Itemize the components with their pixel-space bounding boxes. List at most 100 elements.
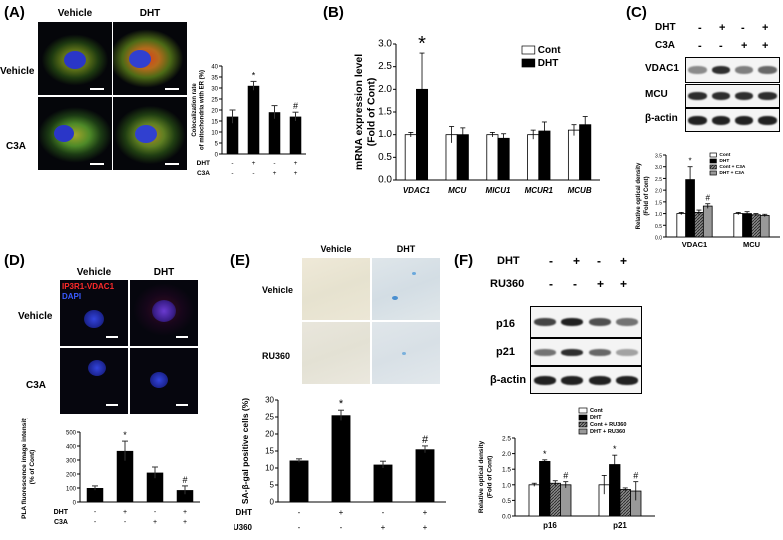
legend-swatch bbox=[709, 158, 717, 164]
panel-d-chart: 0 100 200 300 400 500 - - * + - - + # + + DHT C3A PLA fluo… bbox=[21, 418, 200, 526]
bar bbox=[528, 484, 540, 517]
y-tick-label: 25 bbox=[265, 413, 274, 422]
blot-band bbox=[533, 375, 556, 385]
condition-sign: - bbox=[298, 508, 301, 517]
condition-sign: + bbox=[719, 22, 726, 34]
y-tick-label: 2.0 bbox=[655, 189, 662, 195]
y-tick-label: 15 bbox=[211, 120, 218, 126]
blot-band bbox=[734, 115, 754, 125]
blot-band bbox=[561, 348, 584, 356]
condition-sign: - bbox=[231, 160, 233, 167]
condition-sign: - bbox=[298, 523, 301, 532]
y-tick-label: 0.0 bbox=[378, 175, 392, 186]
blot-band bbox=[616, 375, 639, 385]
blot-band bbox=[688, 66, 707, 74]
significance-mark: # bbox=[633, 471, 638, 481]
condition-sign: + bbox=[423, 508, 428, 517]
y-tick-label: 10 bbox=[265, 464, 274, 473]
bar bbox=[676, 213, 687, 238]
bar bbox=[759, 215, 770, 238]
micrograph-d-dht-vehicle bbox=[130, 280, 198, 346]
condition-sign: - bbox=[124, 519, 127, 526]
condition-sign: + bbox=[762, 40, 769, 52]
significance-mark: * bbox=[123, 430, 127, 440]
blot-c-beta-actin bbox=[685, 108, 780, 132]
panel-d-row-c3a: C3A bbox=[26, 380, 47, 391]
condition-sign: + bbox=[183, 509, 187, 516]
panel-a-label: (A) bbox=[4, 4, 25, 21]
y-axis-title: of mitochondria with ER (%) bbox=[200, 70, 206, 150]
stain-image-dht-vehicle bbox=[372, 258, 440, 320]
y-axis-title: Relative optical density bbox=[478, 440, 485, 513]
legend-swatch bbox=[578, 428, 588, 435]
condition-label: C3A bbox=[197, 170, 210, 177]
legend-swatch bbox=[709, 152, 717, 158]
micrograph-a-dht-c3a bbox=[113, 97, 187, 170]
micrograph-d-vehicle-vehicle bbox=[60, 280, 128, 346]
panel-d-row-vehicle: Vehicle bbox=[18, 311, 53, 322]
legend-label: Cont bbox=[538, 45, 561, 56]
panel-f-chart: 0.0 0.5 1.0 1.5 2.0 2.5 * # p16 * # p21 Relative opt… bbox=[478, 407, 655, 530]
blot-band bbox=[734, 92, 754, 100]
blot-label-beta-actin: β-actin bbox=[645, 113, 678, 124]
bar bbox=[86, 488, 104, 502]
bar bbox=[373, 464, 393, 502]
y-tick-label: 20 bbox=[211, 109, 218, 115]
panel-a-col-vehicle: Vehicle bbox=[57, 8, 93, 19]
y-tick-label: 40 bbox=[211, 65, 218, 71]
blot-band bbox=[758, 92, 777, 100]
bar bbox=[331, 415, 351, 502]
legend-label: Cont + C3A bbox=[719, 164, 746, 170]
condition-sign: + bbox=[620, 277, 628, 291]
micrograph-d-vehicle-c3a bbox=[60, 348, 128, 414]
blot-label-p16: p16 bbox=[496, 318, 515, 330]
y-tick-label: 10 bbox=[211, 131, 218, 137]
bar bbox=[486, 134, 499, 181]
significance-mark: # bbox=[706, 194, 711, 203]
bar bbox=[497, 137, 510, 181]
blot-band bbox=[711, 66, 731, 74]
condition-sign: + bbox=[573, 254, 581, 268]
condition-sign: - bbox=[231, 170, 233, 177]
significance-mark: * bbox=[689, 157, 692, 166]
legend-label: DHT bbox=[590, 415, 602, 421]
panel-e-col-dht: DHT bbox=[396, 244, 416, 254]
stain-image-vehicle-vehicle bbox=[302, 258, 370, 320]
y-axis-title: PLA fluorescence image intensity bbox=[21, 418, 28, 519]
panel-a-row-c3a: C3A bbox=[6, 141, 27, 152]
condition-sign: + bbox=[153, 519, 157, 526]
legend-label: Cont + RU360 bbox=[590, 422, 627, 428]
bar bbox=[226, 116, 239, 154]
micrograph-d-dht-c3a bbox=[130, 348, 198, 414]
legend-swatch bbox=[578, 421, 588, 428]
significance-mark: * bbox=[418, 33, 426, 55]
blot-band bbox=[588, 348, 611, 356]
legend-swatch bbox=[709, 170, 717, 176]
condition-label: RU360 bbox=[234, 523, 253, 532]
y-tick-label: 20 bbox=[265, 430, 274, 439]
category-label: VDAC1 bbox=[682, 240, 707, 249]
bar bbox=[116, 450, 134, 502]
blot-label-mcu: MCU bbox=[645, 89, 668, 100]
y-tick-label: 0 bbox=[270, 498, 275, 507]
category-label: MCU bbox=[743, 240, 760, 249]
blot-band bbox=[688, 92, 707, 100]
blot-label-vdac1: VDAC1 bbox=[645, 63, 679, 74]
condition-sign: + bbox=[339, 508, 344, 517]
bar bbox=[247, 85, 260, 154]
panel-d-col-dht: DHT bbox=[153, 267, 175, 278]
y-axis-title: (Fold of Cont) bbox=[487, 456, 494, 499]
category-label: p21 bbox=[613, 521, 627, 530]
y-tick-label: 3.0 bbox=[655, 165, 662, 171]
legend-swatch bbox=[521, 45, 536, 55]
panel-c-label: (C) bbox=[626, 4, 647, 21]
y-tick-label: 15 bbox=[265, 447, 274, 456]
y-tick-label: 30 bbox=[211, 87, 218, 93]
y-tick-label: 0.0 bbox=[655, 236, 662, 242]
panel-e-label: (E) bbox=[230, 252, 250, 269]
blot-band bbox=[588, 375, 611, 385]
condition-sign: + bbox=[762, 22, 769, 34]
y-tick-label: 3.5 bbox=[655, 154, 662, 160]
condition-sign: + bbox=[423, 523, 428, 532]
